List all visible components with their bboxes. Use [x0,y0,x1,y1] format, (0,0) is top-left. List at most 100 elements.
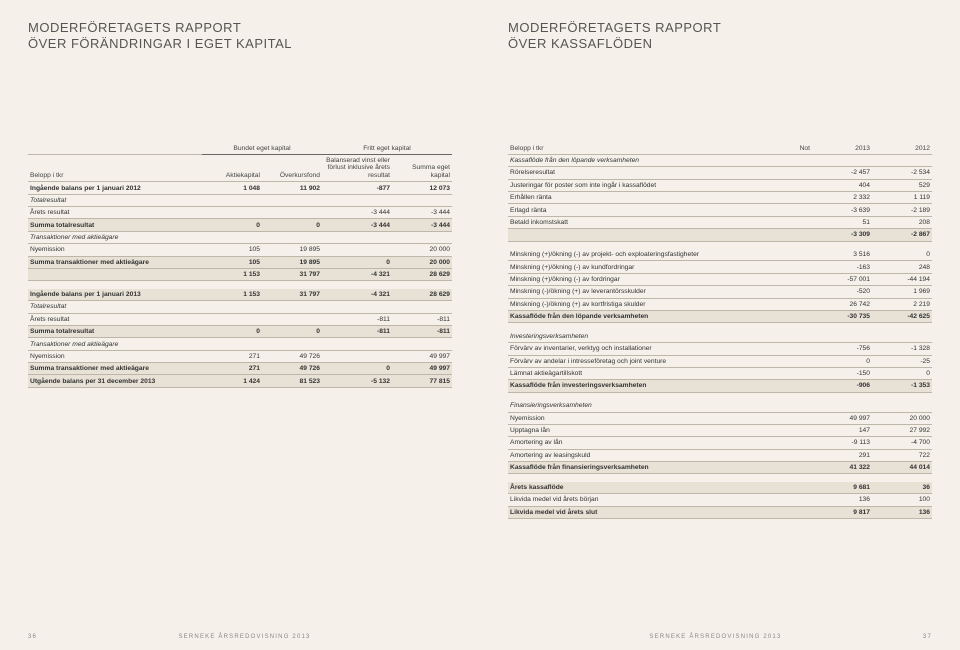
row-value [782,216,812,228]
row-value: 28 629 [392,289,452,301]
row-value: -906 [812,380,872,392]
row-value: 27 992 [872,424,932,436]
row-value [782,380,812,392]
row-label: Upptagna lån [508,424,782,436]
col-label: Belopp i tkr [508,143,782,155]
row-value [782,437,812,449]
table-row: Summa totalresultat00-811-811 [28,325,452,337]
row-value: 11 902 [262,182,322,194]
row-value [782,474,812,482]
row-label: Betald inkomstskatt [508,216,782,228]
table-row: Erlagd ränta-3 639-2 189 [508,204,932,216]
row-value: -2 534 [872,167,932,179]
row-value [782,192,812,204]
col-not: Not [782,143,812,155]
row-value: 0 [262,219,322,231]
row-value: 26 742 [812,298,872,310]
row-label: Transaktioner med aktieägare [28,231,202,243]
row-value [812,154,872,166]
table-row: Ingående balans per 1 januari 20131 1533… [28,289,452,301]
row-value: 2 219 [872,298,932,310]
row-value [782,424,812,436]
row-value: -44 194 [872,273,932,285]
row-value [812,392,872,400]
row-value: 36 [872,482,932,494]
row-value: 105 [202,256,262,268]
left-page: MODERFÖRETAGETS RAPPORTÖVER FÖRÄNDRINGAR… [0,0,480,650]
row-label: Förvärv av inventarier, verktyg och inst… [508,343,782,355]
row-value [812,323,872,331]
row-value [322,231,392,243]
row-value: 0 [202,325,262,337]
table-row: Utgående balans per 31 december 20131 42… [28,375,452,387]
row-value [872,331,932,343]
col-balanserad: Balanserad vinst eller förlust inklusive… [322,154,392,181]
table-row: Kassaflöde från investeringsverksamheten… [508,380,932,392]
row-value: 1 153 [202,289,262,301]
row-value: -3 444 [322,219,392,231]
grouphead-a: Bundet eget kapital [202,143,322,155]
row-value: 31 797 [262,289,322,301]
table-row: Kassaflöde från den löpande verksamheten [508,154,932,166]
row-label: Investeringsverksamheten [508,331,782,343]
row-label: Nyemission [508,412,782,424]
col-header-row: Belopp i tkr Aktiekapital Överkursfond B… [28,154,452,181]
row-label: Årets resultat [28,313,202,325]
row-value: -811 [392,325,452,337]
row-value [392,301,452,313]
row-value: -3 309 [812,229,872,241]
col-label: Belopp i tkr [28,154,202,181]
row-value: 722 [872,449,932,461]
row-value [872,154,932,166]
row-value: -1 328 [872,343,932,355]
table-row: -3 309-2 867 [508,229,932,241]
right-footer: SERNEKE ÅRSREDOVISNING 2013 37 [508,634,932,640]
row-value [782,167,812,179]
row-value: 1 153 [202,268,262,280]
row-value [782,400,812,412]
row-label [508,229,782,241]
right-footer-text: SERNEKE ÅRSREDOVISNING 2013 [508,634,923,640]
table-row: Nyemission27149 72649 997 [28,350,452,362]
row-value [322,281,392,289]
row-value: 271 [202,363,262,375]
row-value: -3 444 [392,207,452,219]
row-label: Amortering av leasingskuld [508,449,782,461]
row-value: 529 [872,179,932,191]
row-value: 41 322 [812,462,872,474]
row-value: 100 [872,494,932,506]
row-value: 44 014 [872,462,932,474]
row-value: -1 353 [872,380,932,392]
row-value [322,194,392,206]
equity-table: Bundet eget kapital Fritt eget kapital B… [28,143,452,388]
row-value: -42 625 [872,310,932,322]
row-value: -2 457 [812,167,872,179]
table-row: Ingående balans per 1 januari 20121 0481… [28,182,452,194]
table-row: Lämnat aktieägartillskott-1500 [508,367,932,379]
table-row: Minskning (-)/ökning (+) av leverantörss… [508,286,932,298]
row-label: Summa transaktioner med aktieägare [28,256,202,268]
row-value [782,261,812,273]
table-row: Totalresultat [28,194,452,206]
row-value: -25 [872,355,932,367]
col-overkursfond: Överkursfond [262,154,322,181]
row-label: Minskning (+)/ökning (-) av kundfordring… [508,261,782,273]
row-value [782,229,812,241]
row-value [322,244,392,256]
row-label: Kassaflöde från den löpande verksamheten [508,154,782,166]
left-footer: 36 SERNEKE ÅRSREDOVISNING 2013 [28,634,452,640]
row-value [812,400,872,412]
table-row: Totalresultat [28,301,452,313]
row-value [322,350,392,362]
row-label: Erlagd ränta [508,204,782,216]
row-value [202,207,262,219]
row-value [782,392,812,400]
table-row: Betald inkomstskatt51208 [508,216,932,228]
row-label: Transaktioner med aktieägare [28,338,202,350]
row-label: Amortering av lån [508,437,782,449]
right-title: MODERFÖRETAGETS RAPPORTÖVER KASSAFLÖDEN [508,20,932,53]
row-value: -30 735 [812,310,872,322]
table-row: Amortering av lån-9 113-4 700 [508,437,932,449]
row-value [782,204,812,216]
table-row: Årets resultat-3 444-3 444 [28,207,452,219]
